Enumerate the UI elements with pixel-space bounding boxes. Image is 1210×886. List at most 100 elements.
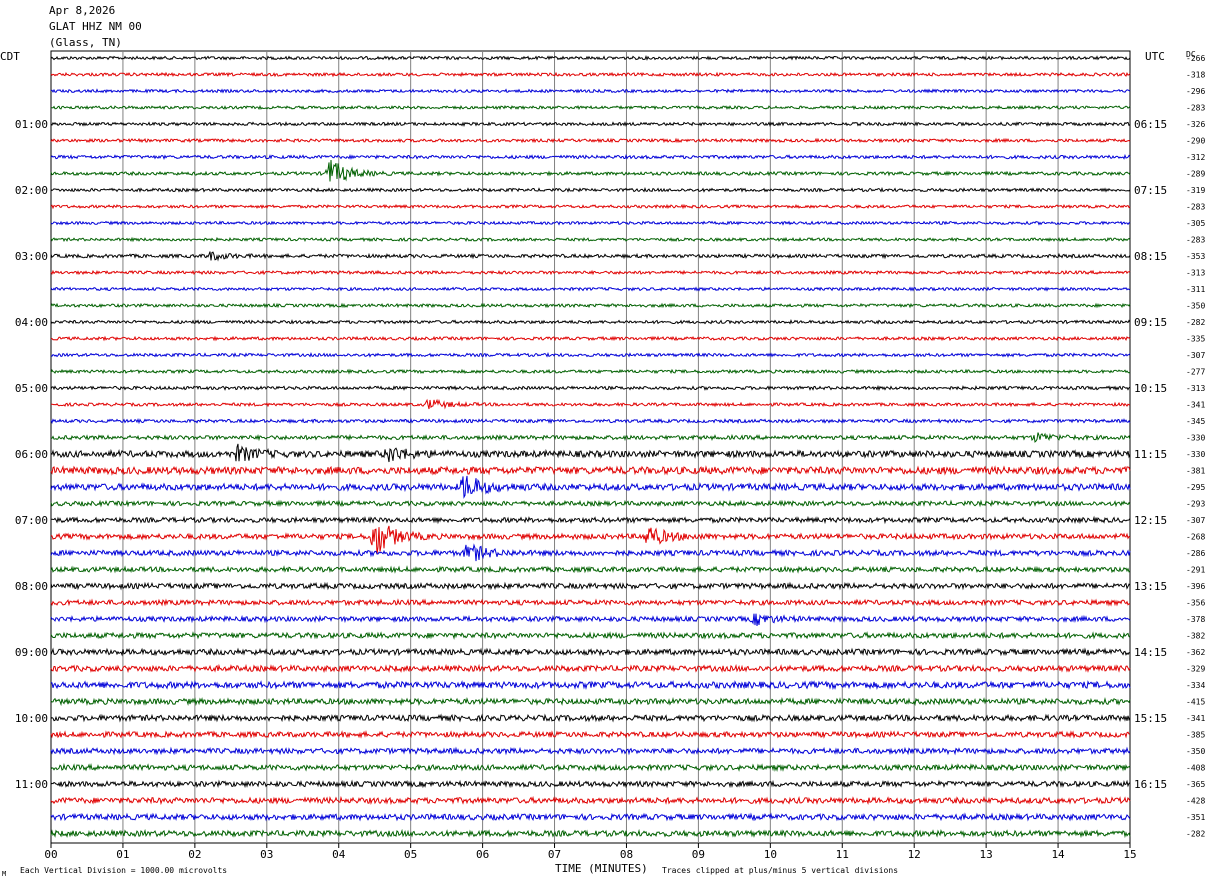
utc-label: UTC (1145, 50, 1165, 63)
trace-line-8 (50, 159, 1131, 182)
trace-line-44 (50, 762, 1131, 773)
dc-offset-label: -385 (1186, 731, 1205, 740)
dc-offset-label: -290 (1186, 137, 1205, 146)
trace-line-16 (50, 302, 1131, 309)
trace-line-18 (50, 335, 1131, 342)
dc-label: DC (1186, 50, 1196, 59)
utc-hour-label: 13:15 (1134, 580, 1167, 593)
trace-line-32 (50, 565, 1131, 574)
dc-offset-label: -341 (1186, 401, 1205, 410)
trace-line-45 (50, 779, 1131, 789)
trace-line-47 (50, 812, 1131, 822)
x-axis-title: TIME (MINUTES) (555, 862, 648, 875)
dc-offset-label: -283 (1186, 203, 1205, 212)
trace-line-31 (50, 543, 1131, 562)
cdt-hour-label: 07:00 (15, 514, 48, 527)
trace-line-22 (50, 398, 1131, 410)
dc-offset-label: -295 (1186, 483, 1205, 492)
trace-line-38 (50, 663, 1131, 674)
trace-line-5 (50, 121, 1131, 127)
x-tick-label: 10 (764, 848, 777, 861)
trace-line-14 (50, 269, 1131, 276)
dc-offset-label: -311 (1186, 285, 1205, 294)
trace-line-23 (50, 417, 1131, 425)
trace-line-4 (50, 104, 1131, 111)
x-tick-label: 06 (476, 848, 489, 861)
cdt-hour-label: 02:00 (15, 184, 48, 197)
trace-line-37 (50, 647, 1131, 657)
dc-offset-label: -396 (1186, 582, 1205, 591)
dc-offset-label: -330 (1186, 450, 1205, 459)
utc-hour-label: 12:15 (1134, 514, 1167, 527)
dc-offset-label: -353 (1186, 252, 1205, 261)
trace-line-19 (50, 351, 1131, 358)
x-tick-label: 02 (188, 848, 201, 861)
x-tick-label: 12 (908, 848, 921, 861)
corner-mark: M (2, 870, 7, 878)
trace-line-7 (50, 153, 1131, 161)
utc-hour-label: 14:15 (1134, 646, 1167, 659)
x-tick-label: 14 (1051, 848, 1065, 861)
trace-line-29 (51, 515, 1131, 525)
trace-line-40 (50, 696, 1131, 707)
cdt-hour-label: 03:00 (15, 250, 48, 263)
date-label: Apr 8,2026 (49, 4, 116, 17)
utc-hour-label: 08:15 (1134, 250, 1167, 263)
dc-offset-label: -428 (1186, 797, 1205, 806)
dc-offset-label: -266 (1186, 54, 1205, 63)
cdt-label: CDT (0, 50, 20, 63)
dc-offset-label: -312 (1186, 153, 1205, 162)
dc-offset-label: -307 (1186, 516, 1205, 525)
utc-hour-label: 09:15 (1134, 316, 1167, 329)
cdt-hour-label: 05:00 (15, 382, 48, 395)
cdt-hour-label: 04:00 (15, 316, 48, 329)
dc-offset-label: -378 (1186, 615, 1205, 624)
dc-offset-label: -356 (1186, 599, 1205, 608)
trace-line-24 (51, 432, 1131, 443)
trace-line-10 (50, 203, 1131, 210)
trace-line-48 (50, 828, 1131, 839)
trace-line-3 (50, 88, 1131, 94)
dc-offset-label: -291 (1186, 566, 1205, 575)
trace-line-39 (50, 680, 1131, 691)
dc-offset-label: -286 (1186, 549, 1205, 558)
cdt-hour-label: 01:00 (15, 118, 48, 131)
cdt-hour-label: 06:00 (15, 448, 48, 461)
cdt-hour-label: 11:00 (15, 778, 48, 791)
dc-offset-label: -283 (1186, 236, 1205, 245)
dc-offset-label: -313 (1186, 269, 1205, 278)
trace-line-21 (50, 384, 1131, 392)
x-tick-label: 03 (260, 848, 273, 861)
trace-line-41 (50, 713, 1131, 723)
dc-offset-label: -289 (1186, 170, 1205, 179)
x-tick-label: 05 (404, 848, 417, 861)
dc-offset-label: -329 (1186, 665, 1205, 674)
trace-line-27 (50, 475, 1131, 499)
location-label: (Glass, TN) (49, 36, 122, 49)
dc-offset-label: -362 (1186, 648, 1205, 657)
trace-line-25 (50, 443, 1131, 463)
dc-offset-label: -335 (1186, 335, 1205, 344)
x-tick-label: 11 (836, 848, 849, 861)
trace-line-9 (50, 186, 1131, 193)
trace-line-34 (50, 598, 1131, 607)
dc-offset-label: -277 (1186, 368, 1205, 377)
utc-hour-label: 16:15 (1134, 778, 1167, 791)
x-tick-label: 01 (116, 848, 129, 861)
trace-line-35 (50, 613, 1131, 626)
clip-note: Traces clipped at plus/minus 5 vertical … (662, 866, 899, 875)
utc-hour-label: 11:15 (1134, 448, 1167, 461)
dc-offset-label: -334 (1186, 681, 1205, 690)
dc-offset-label: -382 (1186, 632, 1205, 641)
station-label: GLAT HHZ NM 00 (49, 20, 142, 33)
dc-offset-label: -319 (1186, 186, 1205, 195)
x-tick-label: 00 (44, 848, 57, 861)
cdt-hour-label: 08:00 (15, 580, 48, 593)
dc-offset-label: -350 (1186, 302, 1205, 311)
trace-line-30 (50, 525, 1131, 555)
dc-offset-label: -305 (1186, 219, 1205, 228)
x-tick-label: 13 (980, 848, 993, 861)
trace-line-15 (50, 286, 1131, 292)
dc-offset-label: -345 (1186, 417, 1205, 426)
trace-line-46 (50, 795, 1131, 806)
